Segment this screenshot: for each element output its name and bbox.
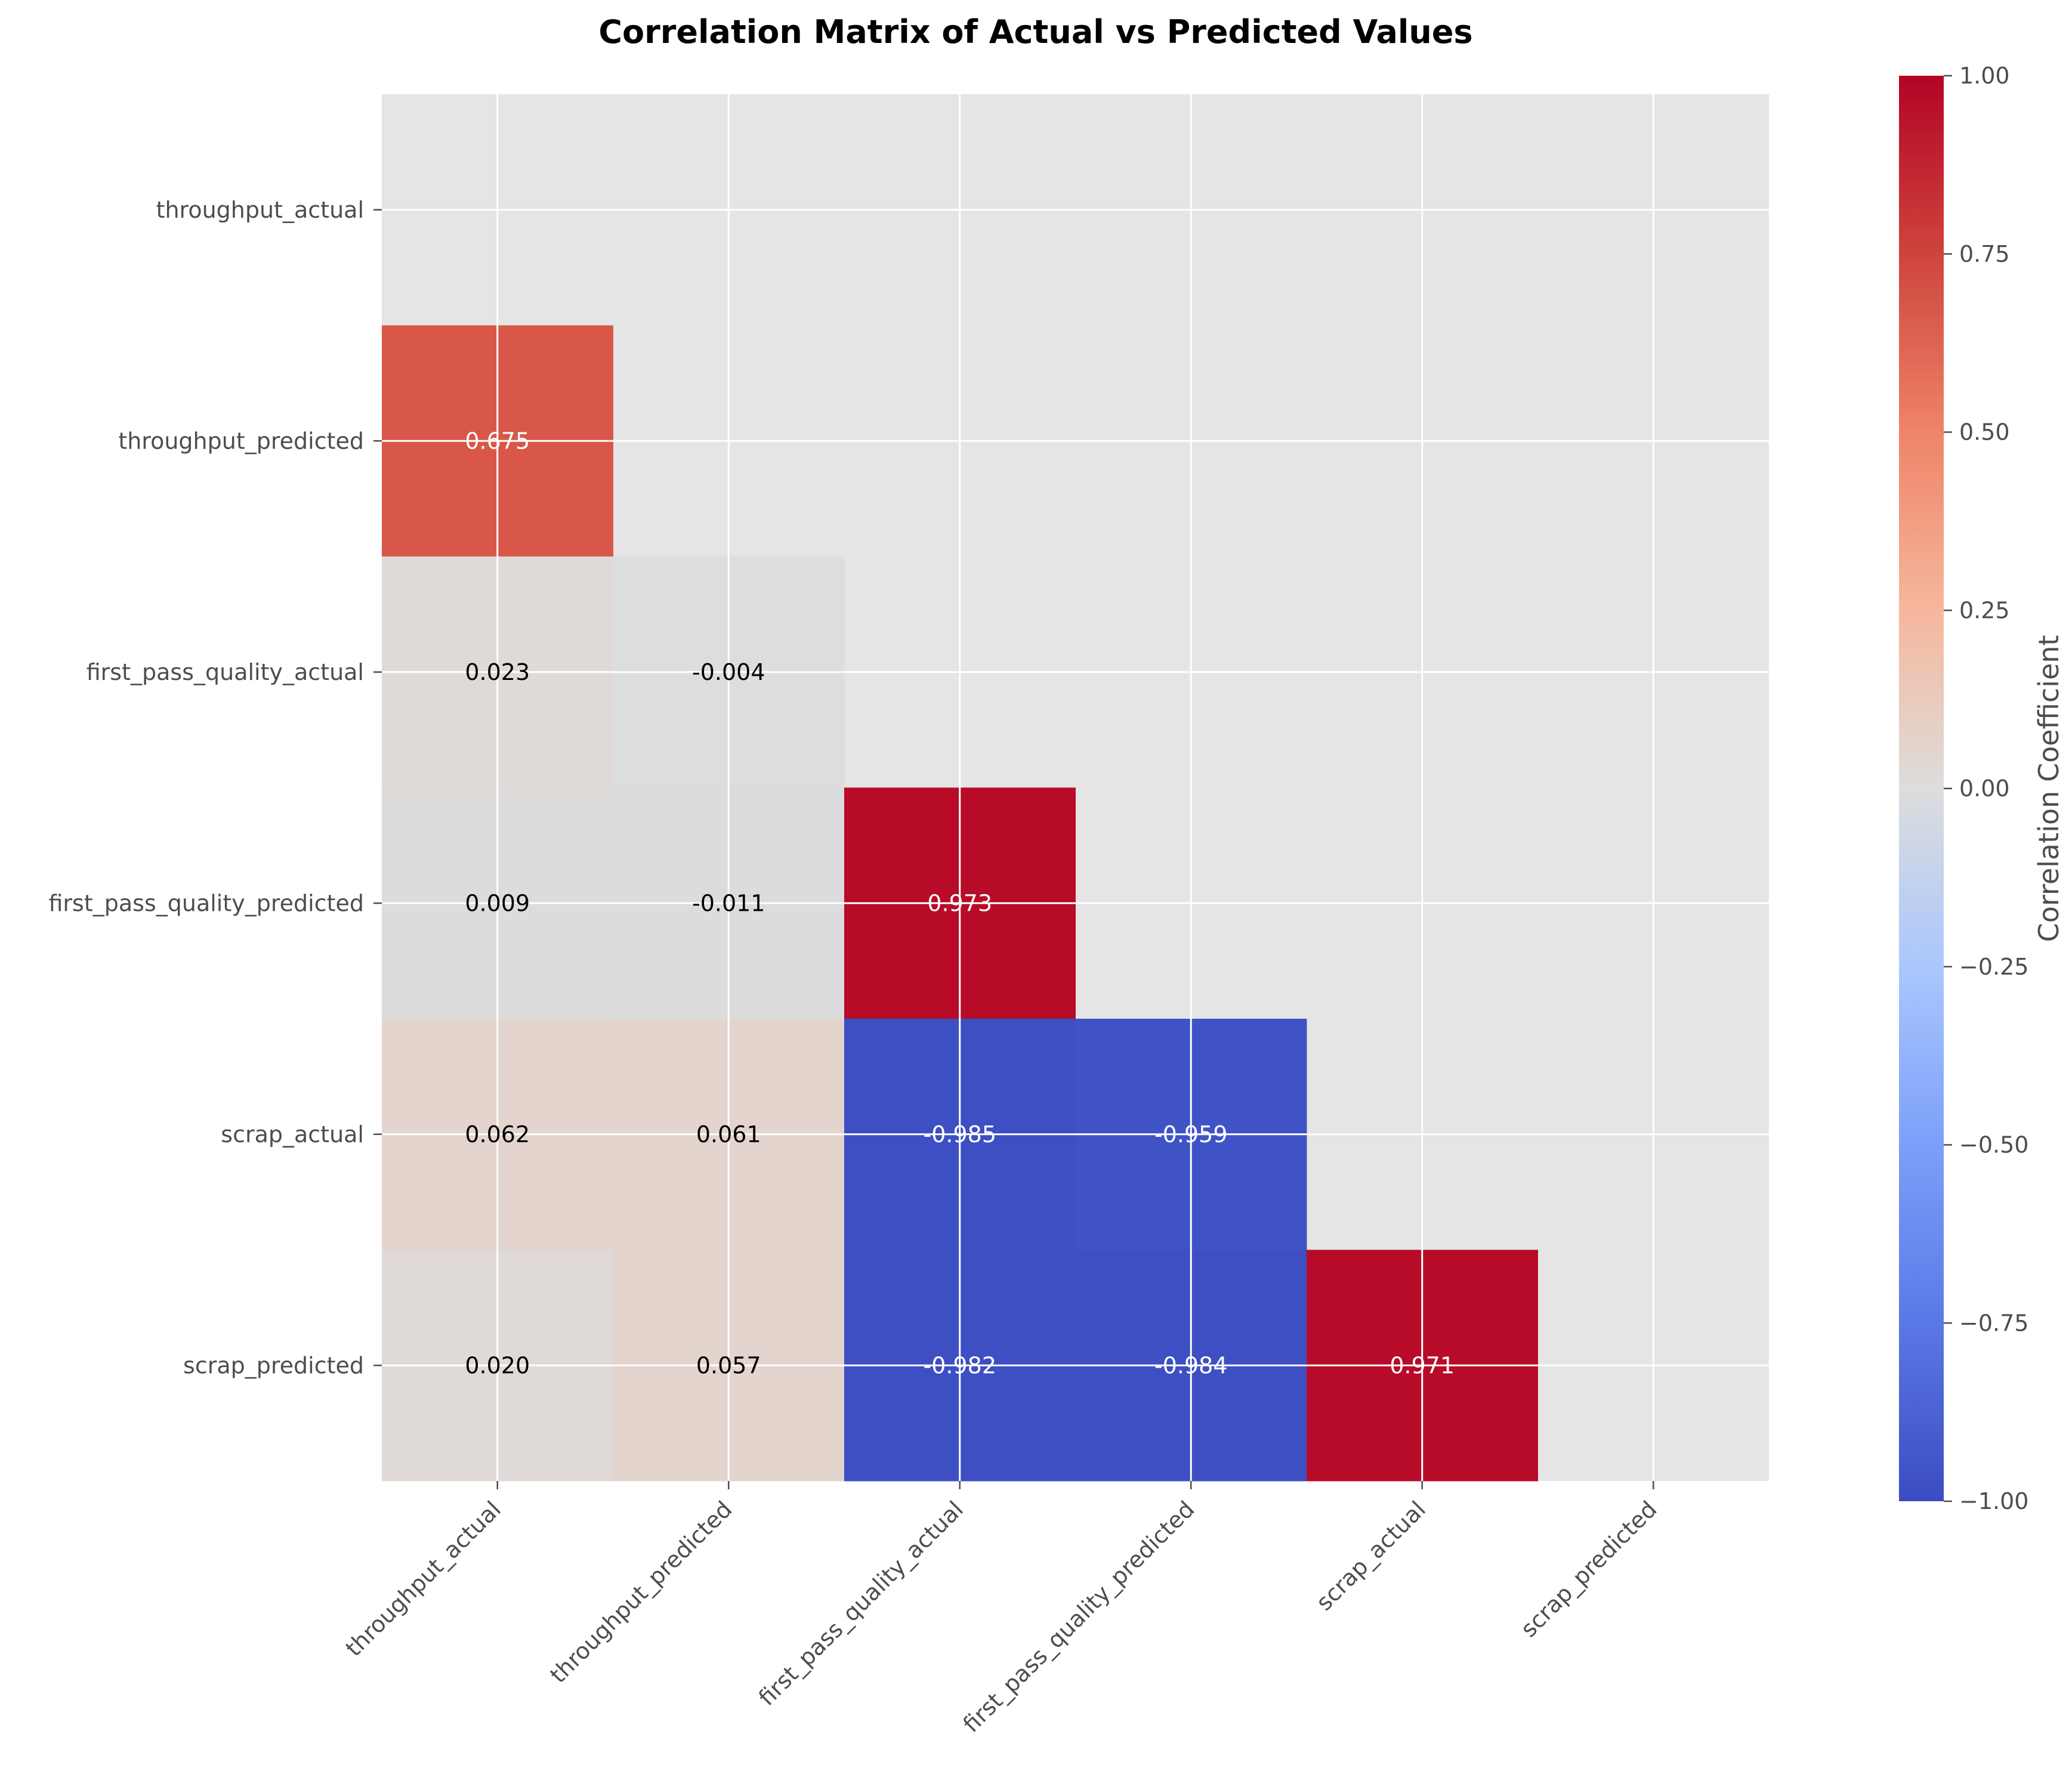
colorbar-tick-label: −0.50: [1959, 1132, 2028, 1158]
cell-value-label: -0.985: [924, 1121, 997, 1148]
colorbar-tick-label: −1.00: [1959, 1488, 2028, 1514]
cell-value-label: 0.057: [696, 1352, 761, 1378]
colorbar-tick-label: −0.25: [1959, 954, 2028, 980]
y-tick-label: throughput_predicted: [118, 428, 364, 454]
y-tick-label: first_pass_quality_actual: [87, 659, 364, 685]
colorbar-tick-label: 0.75: [1959, 241, 2010, 267]
x-tick-label: scrap_predicted: [1515, 1496, 1662, 1642]
cell-value-label: 0.023: [465, 659, 530, 685]
colorbar-tick-label: 0.50: [1959, 419, 2010, 446]
chart-title: Correlation Matrix of Actual vs Predicte…: [598, 13, 1472, 51]
cell-value-label: 0.973: [927, 890, 992, 916]
x-tick-label: throughput_predicted: [545, 1496, 737, 1688]
y-tick-label: scrap_actual: [221, 1121, 364, 1148]
y-tick-label: first_pass_quality_predicted: [48, 890, 364, 916]
cell-value-label: -0.982: [924, 1352, 997, 1378]
cell-value-label: 0.061: [696, 1121, 761, 1148]
x-tick-label: scrap_actual: [1311, 1496, 1431, 1616]
colorbar-tick-label: 0.25: [1959, 597, 2010, 623]
y-tick-label: scrap_predicted: [183, 1352, 364, 1378]
y-tick-label: throughput_actual: [156, 197, 364, 223]
x-tick-label: first_pass_quality_actual: [754, 1496, 968, 1711]
colorbar: 1.00 0.75 0.50 0.25 0.00 −0.25 −0.50 −0.75 −1.00…: [1899, 63, 2065, 1514]
colorbar-gradient: [1899, 76, 1944, 1501]
heatmap-plot-area: 0.675 0.023 -0.004 0.009 -0.011 0.973 0.062 0.0…: [48, 94, 1769, 1737]
cell-value-label: 0.971: [1389, 1352, 1455, 1378]
colorbar-tick-label: −0.75: [1959, 1310, 2028, 1336]
cell-value-label: 0.020: [465, 1352, 530, 1378]
cell-value-label: 0.062: [465, 1121, 530, 1148]
cell-value-label: -0.004: [692, 659, 765, 685]
cell-value-label: -0.011: [692, 890, 765, 916]
colorbar-label: Correlation Coefficient: [2033, 635, 2065, 942]
cell-value-label: 0.009: [465, 890, 530, 916]
cell-value-label: -0.984: [1154, 1352, 1228, 1378]
cell-value-label: -0.959: [1154, 1121, 1228, 1148]
colorbar-tick-label: 0.00: [1959, 775, 2010, 802]
colorbar-tick-label: 1.00: [1959, 63, 2010, 89]
x-tick-label: throughput_actual: [341, 1496, 506, 1661]
x-tick-label: first_pass_quality_predicted: [958, 1496, 1200, 1737]
cell-value-label: 0.675: [465, 428, 530, 454]
